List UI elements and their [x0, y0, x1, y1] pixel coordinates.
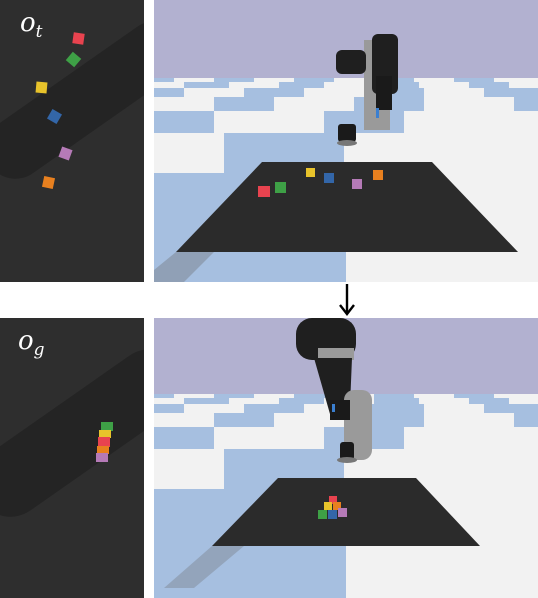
goal-scene-render	[154, 318, 538, 598]
cube-stack-yellow	[99, 430, 111, 438]
cube-pink	[58, 146, 73, 161]
arm-shadow	[0, 335, 144, 531]
current-perspective-view	[154, 0, 538, 282]
cube-stack-pink	[96, 453, 108, 462]
cube-stack-green	[101, 422, 113, 431]
goal-top-view: og	[0, 318, 144, 598]
current-scene-render	[154, 0, 538, 282]
cube-yellow	[35, 81, 48, 94]
down-arrow-icon	[339, 284, 355, 316]
goal-observation-label: og	[18, 326, 45, 361]
cube-stack-orange	[97, 446, 109, 454]
current-observation-label: ot	[20, 8, 43, 43]
cube-stack-red	[98, 437, 110, 447]
goal-perspective-view	[154, 318, 538, 598]
cube-red	[72, 32, 85, 45]
cube-green	[65, 51, 82, 68]
cube-orange	[41, 175, 56, 190]
current-top-view: ot	[0, 0, 144, 282]
